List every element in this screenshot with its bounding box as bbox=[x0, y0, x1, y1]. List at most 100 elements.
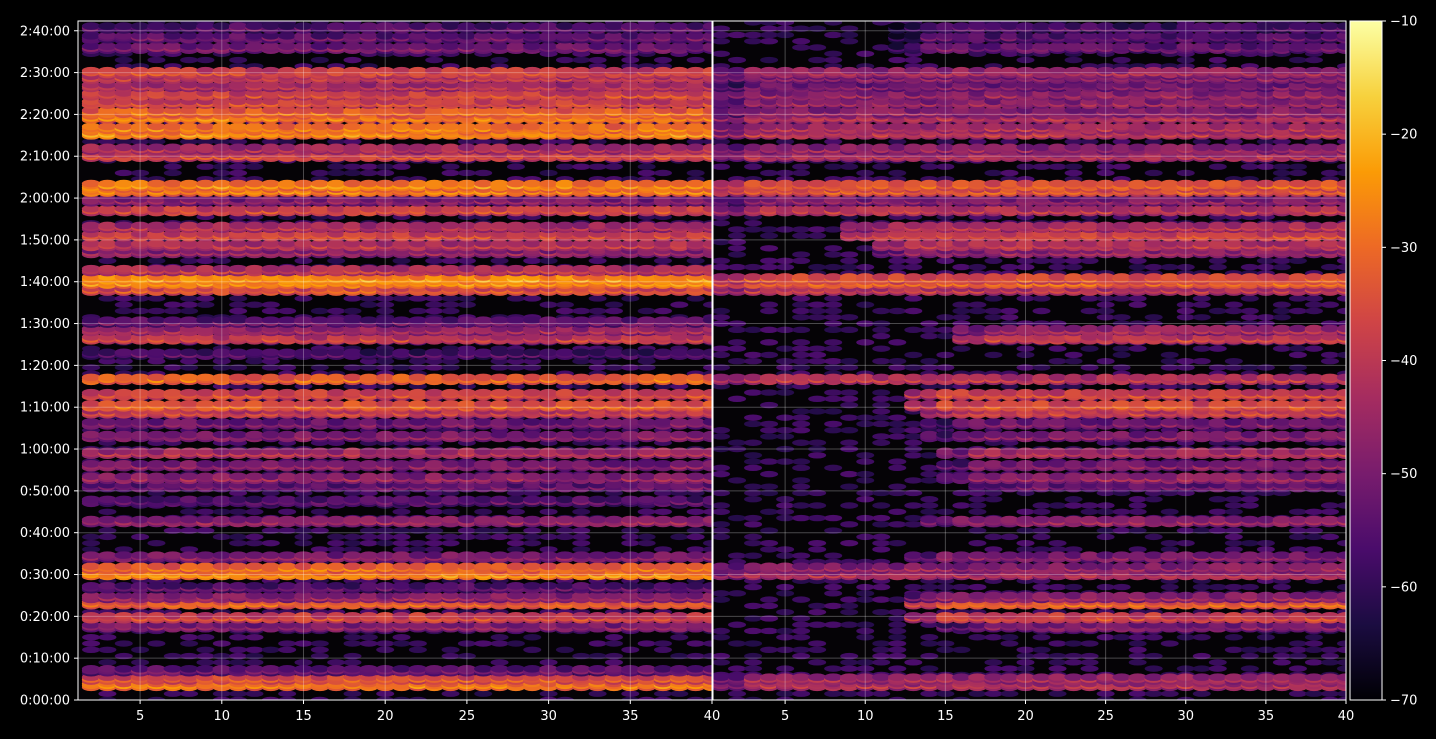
heat-cell bbox=[588, 562, 607, 571]
heat-cell bbox=[637, 388, 656, 397]
noise-cell bbox=[294, 640, 313, 647]
heat-cell bbox=[392, 373, 411, 382]
heat-cell bbox=[163, 430, 182, 439]
heat-cell bbox=[179, 460, 199, 468]
heat-cell bbox=[408, 388, 428, 397]
heat-cell bbox=[261, 418, 281, 426]
heat-cell bbox=[392, 562, 411, 571]
noise-cell bbox=[392, 539, 411, 547]
noise-cell bbox=[212, 533, 231, 541]
noise-cell bbox=[621, 646, 640, 654]
heat-cell bbox=[359, 582, 379, 590]
heat-cell bbox=[490, 495, 509, 504]
noise-cell bbox=[114, 295, 133, 302]
heat-cell bbox=[653, 582, 673, 590]
noise-cell bbox=[212, 383, 231, 390]
heat-cell bbox=[326, 373, 346, 382]
heat-cell bbox=[81, 388, 101, 397]
noise-cell bbox=[637, 640, 656, 647]
noise-cell bbox=[408, 364, 427, 371]
noise-cell bbox=[653, 646, 672, 654]
noise-cell bbox=[114, 307, 133, 315]
heat-cell bbox=[392, 388, 411, 397]
heat-cell bbox=[359, 562, 379, 571]
heat-cell bbox=[245, 582, 264, 590]
heat-cell bbox=[359, 373, 379, 382]
heat-cell bbox=[245, 373, 264, 382]
noise-cell bbox=[506, 357, 525, 365]
heat-cell bbox=[359, 611, 379, 620]
noise-cell bbox=[294, 527, 313, 534]
noise-cell bbox=[588, 652, 607, 660]
noise-cell bbox=[196, 163, 215, 170]
heat-cell bbox=[196, 460, 215, 468]
heat-cell bbox=[588, 373, 607, 382]
heat-cell bbox=[392, 418, 411, 426]
heat-cell bbox=[523, 418, 542, 426]
heat-cell bbox=[245, 430, 264, 439]
noise-cell bbox=[441, 533, 460, 541]
heat-cell bbox=[588, 418, 607, 426]
heat-cell bbox=[523, 562, 542, 571]
noise-cell bbox=[572, 307, 591, 315]
heat-cell bbox=[555, 582, 575, 590]
heat-cell bbox=[326, 582, 346, 590]
heat-cell bbox=[196, 348, 215, 357]
heat-cell bbox=[474, 460, 493, 468]
heat-cell bbox=[343, 373, 362, 382]
noise-cell bbox=[637, 357, 656, 365]
noise-cell bbox=[376, 690, 395, 697]
heat-cell bbox=[425, 562, 444, 571]
heat-cell bbox=[343, 388, 362, 397]
heat-cell bbox=[81, 400, 101, 408]
noise-cell bbox=[653, 690, 672, 697]
heat-cell bbox=[523, 348, 542, 357]
heat-cell bbox=[392, 515, 411, 524]
heat-cell bbox=[653, 551, 673, 559]
noise-cell bbox=[376, 533, 395, 541]
heat-cell bbox=[686, 562, 705, 571]
heat-cell bbox=[163, 388, 182, 397]
heat-cell bbox=[572, 495, 591, 504]
noise-cell bbox=[229, 690, 248, 697]
noise-cell bbox=[392, 546, 411, 553]
noise-cell bbox=[604, 163, 623, 170]
noise-cell bbox=[196, 301, 215, 308]
noise-cell bbox=[392, 364, 411, 371]
heat-cell bbox=[81, 664, 101, 673]
noise-cell bbox=[310, 307, 329, 315]
heat-cell bbox=[670, 373, 689, 382]
heat-cell bbox=[392, 551, 411, 559]
noise-cell bbox=[180, 307, 199, 315]
heat-cell bbox=[114, 472, 133, 481]
heat-cell bbox=[163, 582, 182, 590]
heat-cell bbox=[572, 460, 591, 468]
heat-cell bbox=[604, 562, 624, 571]
heat-cell bbox=[588, 582, 607, 590]
noise-cell bbox=[572, 652, 591, 660]
noise-cell bbox=[98, 508, 117, 515]
heat-cell bbox=[637, 664, 656, 673]
heat-cell bbox=[474, 348, 493, 357]
noise-cell bbox=[131, 307, 150, 315]
noise-cell bbox=[114, 357, 133, 365]
noise-cell bbox=[376, 295, 395, 302]
noise-cell bbox=[441, 508, 460, 515]
heat-cell bbox=[310, 611, 330, 620]
heat-cell bbox=[310, 418, 330, 426]
heat-cell bbox=[98, 611, 117, 620]
heat-cell bbox=[588, 388, 607, 397]
heat-cell bbox=[163, 418, 182, 426]
noise-cell bbox=[376, 696, 395, 700]
heat-cell bbox=[277, 460, 297, 468]
heat-cell bbox=[686, 388, 705, 397]
heat-cell bbox=[555, 418, 575, 426]
noise-cell bbox=[588, 364, 607, 371]
heat-cell bbox=[572, 388, 591, 397]
noise-cell bbox=[572, 56, 591, 64]
heat-cell bbox=[408, 430, 428, 439]
noise-cell bbox=[703, 539, 712, 547]
heat-cell bbox=[490, 611, 509, 620]
noise-cell bbox=[310, 169, 329, 177]
heat-cell bbox=[604, 611, 624, 620]
